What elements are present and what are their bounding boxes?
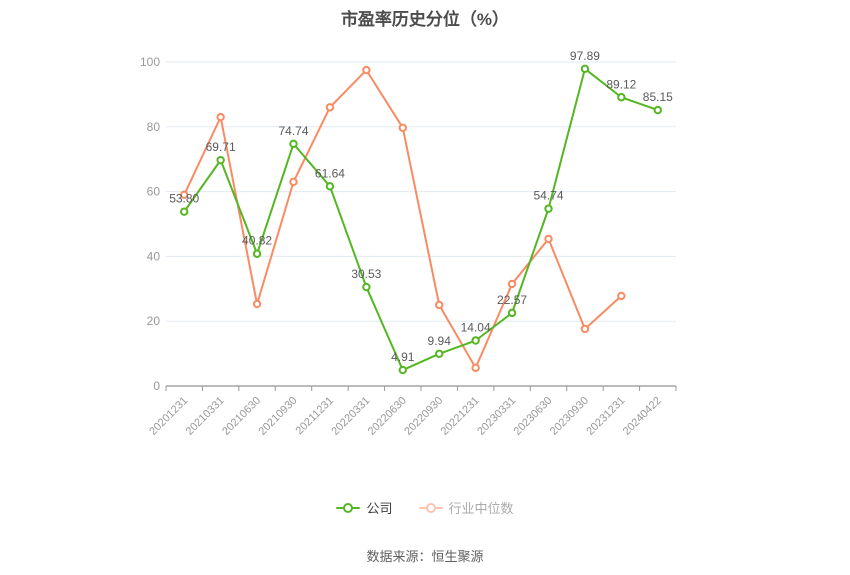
industry-data-point [325, 103, 335, 112]
x-axis-label: 20210331 [184, 395, 227, 438]
company-data-point [471, 336, 480, 345]
company-point-label: 30.53 [351, 267, 381, 281]
legend: 公司 行业中位数 [0, 498, 850, 517]
x-axis-label: 20220930 [402, 395, 445, 438]
company-point-label: 85.15 [643, 90, 673, 104]
company-line [183, 67, 659, 372]
company-line-marker-icon [336, 502, 361, 514]
industry-data-point [544, 234, 553, 244]
x-axis-label: 20231231 [584, 395, 627, 438]
y-axis-label: 0 [153, 379, 160, 393]
company-point-label: 69.71 [206, 140, 236, 154]
industry-data-point [471, 363, 480, 373]
x-axis-label: 20201231 [147, 395, 190, 438]
x-axis-label: 20230930 [548, 395, 591, 438]
company-point-label: 14.04 [461, 321, 491, 335]
company-point-label: 40.82 [242, 234, 272, 248]
industry-data-point [216, 112, 225, 122]
y-axis-label: 60 [147, 185, 161, 199]
legend-item-industry-label: 行业中位数 [448, 501, 514, 516]
company-point-label: 89.12 [606, 77, 636, 91]
industry-data-point [252, 299, 262, 309]
y-axis-label: 20 [147, 314, 161, 328]
company-point-label: 74.74 [278, 124, 308, 138]
x-axis-label: 20240422 [621, 395, 664, 438]
company-data-point [362, 282, 371, 292]
x-axis-label: 20220331 [329, 395, 372, 438]
industry-data-point [580, 324, 590, 334]
company-data-point [289, 139, 298, 149]
company-data-point [180, 207, 189, 216]
x-axis-label: 20230331 [475, 395, 518, 438]
industry-data-point [289, 177, 298, 187]
company-data-point [216, 155, 225, 165]
x-axis-label: 20221231 [439, 395, 482, 438]
x-axis-label: 20210630 [220, 395, 263, 438]
legend-item-company-label: 公司 [366, 501, 393, 516]
industry-data-point [617, 291, 626, 301]
industry-data-point [180, 190, 189, 200]
chart-canvas: 0 20 40 60 80 100 2020123120210331202106302021… [140, 49, 677, 438]
company-data-point [544, 204, 553, 213]
company-data-point [617, 93, 626, 102]
y-axis-label: 80 [147, 120, 161, 134]
company-point-label: 53.80 [169, 192, 199, 206]
industry-data-point [435, 300, 444, 310]
x-axis-label: 20220630 [366, 395, 409, 438]
company-point-label: 61.64 [315, 166, 345, 180]
company-data-point [325, 182, 335, 191]
company-data-point [580, 64, 590, 74]
company-point-label: 9.94 [428, 334, 452, 348]
company-point-label: 4.91 [391, 350, 415, 364]
industry-line-marker-icon [418, 502, 443, 514]
legend-item-company[interactable]: 公司 [336, 498, 393, 517]
company-data-point [252, 249, 262, 258]
industry-data-point [507, 279, 517, 289]
data-source-note: 数据来源：恒生聚源 [366, 549, 484, 564]
chart-title: 市盈率历史分位（%） [340, 10, 510, 29]
company-data-point [435, 349, 444, 358]
y-axis-label: 40 [147, 249, 161, 263]
company-data-point [507, 308, 517, 318]
company-data-point [398, 365, 407, 375]
x-axis-label: 20230630 [512, 395, 555, 438]
industry-data-point [362, 65, 371, 75]
company-point-label: 22.57 [497, 293, 527, 307]
company-data-point [653, 105, 662, 115]
company-point-label: 97.89 [570, 49, 600, 63]
industry-data-point [398, 123, 407, 132]
industry-line [183, 69, 623, 369]
legend-item-industry[interactable]: 行业中位数 [418, 498, 514, 517]
y-axis-label: 100 [140, 55, 160, 69]
company-point-label: 54.74 [533, 189, 563, 203]
x-axis-label: 20210930 [257, 395, 300, 438]
